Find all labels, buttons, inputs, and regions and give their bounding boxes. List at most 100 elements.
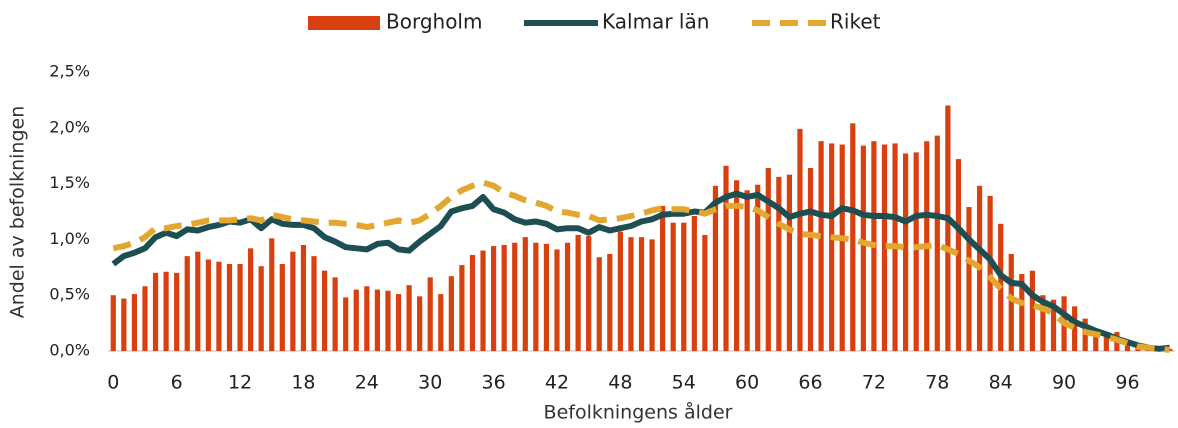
bar [216,261,222,351]
bar [279,263,285,351]
bar [300,244,307,351]
y-tick-label: 2,5% [49,62,90,81]
bar [755,184,761,351]
bar [417,296,423,351]
bar [480,250,486,351]
bar [290,251,296,351]
bar [744,190,750,351]
bar [987,195,993,351]
bar [1040,295,1046,351]
bar [638,237,645,351]
bar [913,152,919,351]
bar [110,295,116,351]
bar [332,277,338,351]
bar [586,236,592,351]
bar [343,297,349,351]
bar [660,205,666,351]
bar [955,159,962,351]
x-tick-label: 0 [107,372,119,394]
x-tick-label: 30 [418,372,442,394]
bar [702,234,708,351]
bar [860,145,866,351]
bar [152,272,159,351]
x-tick-label: 60 [735,372,759,394]
bar [776,176,782,351]
bar [1093,329,1099,351]
bar [723,165,729,351]
bar [554,249,560,351]
line [111,190,1171,352]
x-tick-label: 18 [291,372,315,394]
bar [258,266,264,351]
bar [438,294,444,351]
bar [829,143,835,351]
bar [903,153,909,351]
bar [311,256,317,351]
bar [670,222,676,351]
y-tick-label: 0,0% [49,341,90,360]
bar [1072,306,1078,351]
bar [1019,273,1025,351]
bar [501,244,507,351]
y-axis-label: Andel av befolkningen [7,106,29,319]
bar [596,257,602,351]
x-tick-label: 84 [989,372,1013,394]
bar [1029,270,1035,351]
x-tick-label: 66 [798,372,822,394]
bar [490,246,497,351]
y-tick-label: 1,5% [49,173,90,192]
x-tick-label: 72 [862,372,886,394]
bar [522,237,528,351]
bar [269,238,275,351]
bar [163,271,169,351]
y-tick-label: 1,0% [49,229,90,248]
x-tick-label: 54 [672,372,696,394]
bar [406,285,412,351]
bar [195,251,201,351]
x-tick-label: 12 [228,372,252,394]
x-tick-label: 42 [545,372,569,394]
bar [617,231,623,351]
bar [733,180,740,351]
bar [131,294,138,351]
bar [395,294,402,351]
bar [607,253,613,351]
x-tick-label: 6 [171,372,183,394]
y-tick-label: 2,0% [49,117,90,136]
bar [786,174,793,351]
bar [575,234,581,351]
bar [691,215,697,351]
bar [237,263,243,351]
bar [966,207,972,351]
x-axis-label: Befolkningens ålder [544,401,733,424]
bar [543,243,550,351]
legend-swatch [308,16,380,30]
bar [765,167,771,351]
bar [121,298,127,351]
bar [427,277,433,351]
x-tick-label: 48 [608,372,632,394]
bar [681,222,687,351]
bar [649,239,655,351]
bar [353,289,359,351]
x-tick-label: 24 [355,372,379,394]
x-tick-label: 36 [482,372,506,394]
bar [1124,339,1131,351]
legend-label: Kalmar län [602,10,709,34]
bar [205,259,211,351]
bar [184,256,190,351]
bar [1103,332,1109,351]
x-tick-label: 96 [1115,372,1139,394]
bar [564,242,571,351]
bar [248,248,254,351]
bar [174,272,180,351]
bar [934,135,940,351]
bar [374,289,380,351]
bar [628,237,634,351]
bar [512,242,518,351]
bar [850,123,856,351]
x-tick-label: 78 [925,372,949,394]
bar [385,290,391,351]
bar [839,144,845,351]
